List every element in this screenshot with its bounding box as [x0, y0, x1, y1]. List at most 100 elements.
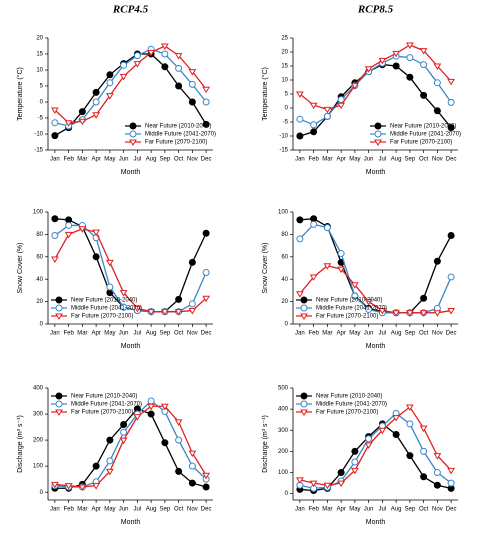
marker [323, 482, 332, 490]
marker [420, 294, 428, 302]
marker [106, 79, 114, 87]
marker [175, 295, 183, 303]
marker [420, 91, 428, 99]
marker [160, 403, 169, 411]
x-tick-label: Apr [336, 157, 345, 163]
x-tick-label: Jan [295, 331, 305, 337]
marker [161, 439, 169, 447]
marker [433, 453, 442, 460]
marker [188, 258, 196, 266]
x-tick-label: Jun [119, 507, 129, 513]
marker [420, 473, 428, 481]
x-tick-label: Oct [174, 507, 184, 513]
legend-label: Middle Future (2041-2070) [316, 306, 387, 312]
y-tick-label: 40 [36, 277, 43, 283]
legend-marker [55, 313, 63, 320]
y-axis-label: Snow Cover (%) [262, 243, 269, 294]
series-line [299, 406, 452, 486]
series-line [299, 55, 452, 126]
x-tick-label: Jan [295, 157, 305, 163]
x-tick-label: Jul [134, 507, 142, 513]
marker [310, 128, 318, 136]
marker [406, 452, 414, 460]
y-tick-label: 5 [40, 84, 44, 90]
y-tick-label: 60 [36, 254, 43, 260]
marker [92, 483, 101, 490]
marker [323, 112, 331, 120]
legend-label: Middle Future (2041-2070) [71, 402, 142, 408]
marker [120, 61, 128, 69]
series-line [299, 423, 452, 492]
marker [420, 61, 428, 69]
marker [160, 309, 169, 316]
marker [351, 458, 359, 466]
legend-label: Far Future (2070-2100) [316, 410, 378, 416]
marker [337, 96, 345, 104]
marker [364, 66, 373, 73]
y-tick-label: 400 [33, 386, 44, 392]
marker [188, 479, 196, 487]
x-tick-label: Dec [446, 331, 457, 337]
marker [133, 52, 141, 60]
x-axis-label: Month [121, 519, 141, 526]
y-tick-label: 15 [36, 52, 43, 58]
legend-marker [129, 130, 137, 138]
marker [351, 447, 359, 455]
marker [161, 50, 169, 58]
legend-marker [129, 122, 137, 130]
marker [433, 63, 442, 70]
x-tick-label: Nov [187, 157, 198, 163]
x-tick-label: Dec [201, 331, 212, 337]
marker [378, 308, 387, 315]
y-tick-label: 20 [36, 299, 43, 305]
marker [92, 98, 100, 106]
x-tick-label: Aug [391, 157, 402, 163]
y-tick-label: 40 [281, 277, 288, 283]
marker [161, 63, 169, 71]
marker [296, 216, 304, 224]
marker [447, 479, 455, 487]
x-tick-label: May [104, 157, 115, 163]
y-tick-label: -5 [283, 120, 289, 126]
x-tick-label: Mar [77, 331, 87, 337]
y-tick-label: 5 [285, 92, 289, 98]
marker [420, 447, 428, 455]
marker [295, 91, 304, 98]
marker [120, 428, 128, 436]
x-tick-label: Feb [63, 331, 74, 337]
marker [92, 112, 101, 119]
y-axis-label: Snow Cover (%) [17, 243, 24, 294]
marker [309, 480, 318, 488]
marker [447, 124, 455, 132]
marker [405, 310, 414, 317]
marker [323, 106, 332, 114]
x-tick-label: May [104, 331, 115, 337]
marker [392, 50, 401, 58]
y-axis-label: Discharge (m³ s⁻¹) [17, 415, 24, 473]
marker [65, 221, 73, 229]
y-tick-label: 10 [281, 78, 288, 84]
legend-marker [374, 130, 382, 138]
y-tick-label: 15 [281, 64, 288, 70]
marker [406, 420, 414, 428]
x-tick-label: Dec [201, 157, 212, 163]
legend-label: Far Future (2070-2100) [145, 140, 207, 146]
y-tick-label: 10 [36, 68, 43, 74]
y-tick-label: 80 [36, 232, 43, 238]
marker [64, 120, 73, 127]
marker [119, 290, 128, 297]
legend-marker [55, 304, 63, 312]
marker [147, 397, 155, 405]
marker [64, 231, 73, 239]
legend-marker [374, 139, 382, 146]
marker [51, 132, 59, 140]
x-axis-label: Month [366, 343, 386, 350]
marker [433, 257, 441, 265]
x-tick-label: Feb [308, 157, 319, 163]
x-tick-label: Aug [146, 157, 157, 163]
y-tick-label: 0 [285, 106, 289, 112]
marker [51, 215, 59, 223]
x-tick-label: Feb [63, 507, 74, 513]
y-tick-label: 80 [281, 232, 288, 238]
marker [202, 472, 211, 480]
